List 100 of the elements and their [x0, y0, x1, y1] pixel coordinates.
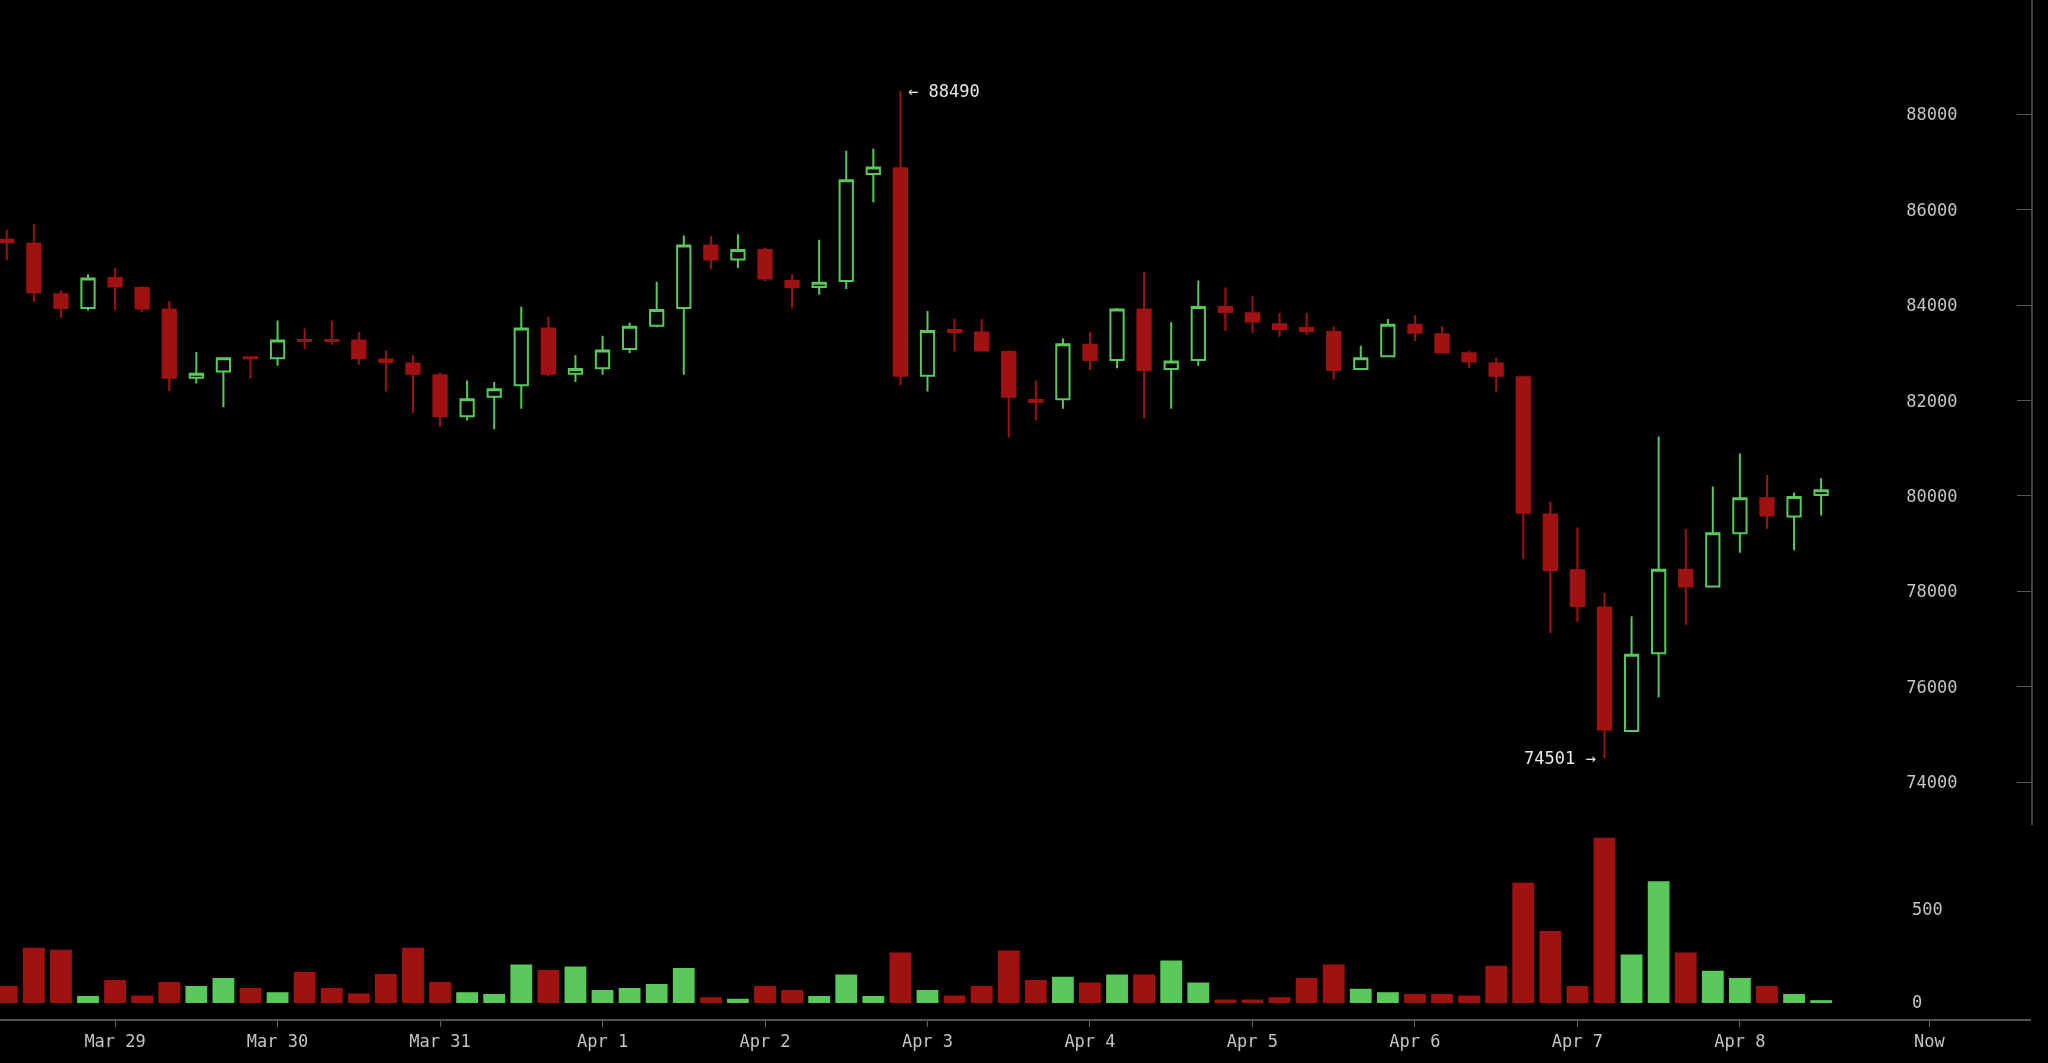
- x-tick-label: Apr 6: [1389, 1031, 1441, 1052]
- bar: [889, 952, 912, 1003]
- candlestick: [784, 273, 800, 310]
- bar: [1214, 999, 1237, 1003]
- candlestick: [567, 354, 584, 383]
- candlestick: [0, 228, 15, 261]
- bar: [1566, 985, 1589, 1003]
- bar: [347, 993, 370, 1003]
- bar: [1756, 985, 1778, 1003]
- candlestick: [1786, 491, 1802, 552]
- candlestick: [1244, 295, 1261, 335]
- candlestick: [26, 222, 42, 303]
- y-tick-label: 74000: [1906, 772, 1958, 793]
- candlestick: [1732, 452, 1748, 554]
- candlestick: [1190, 279, 1206, 367]
- bar: [835, 974, 858, 1003]
- bar: [1539, 930, 1562, 1003]
- bar: [1431, 994, 1453, 1003]
- bar: [456, 992, 479, 1003]
- bar: [77, 996, 99, 1003]
- candlestick: [1109, 307, 1125, 370]
- candlestick: [838, 149, 854, 290]
- candlestick: [1542, 500, 1558, 635]
- bar: [1593, 837, 1616, 1003]
- candlestick: [188, 350, 204, 385]
- bar: [1160, 960, 1183, 1003]
- candlestick: [1623, 615, 1640, 733]
- candlestick: [1163, 321, 1179, 410]
- candlestick: [405, 354, 421, 414]
- candlestick: [892, 90, 909, 387]
- x-tick-label: Apr 8: [1714, 1031, 1766, 1052]
- bar: [50, 949, 72, 1003]
- bar: [320, 988, 343, 1003]
- bar: [22, 947, 45, 1003]
- x-tick-label: Mar 29: [84, 1031, 146, 1052]
- bar: [1620, 954, 1643, 1003]
- bar: [672, 967, 695, 1003]
- bar: [1728, 977, 1751, 1003]
- candlestick: [1326, 325, 1342, 381]
- candlestick: [865, 147, 881, 204]
- candlestick: [1271, 311, 1288, 338]
- bar: [185, 985, 208, 1003]
- bar: [645, 983, 668, 1003]
- bar: [1783, 994, 1805, 1003]
- candlestick: [1705, 485, 1721, 588]
- bar: [104, 980, 126, 1003]
- y-tick-label: 80000: [1906, 485, 1958, 506]
- candlestick: [1813, 477, 1829, 517]
- annotation: 74501 →: [1524, 748, 1596, 768]
- candlestick: [486, 380, 502, 431]
- candlestick: [432, 371, 448, 428]
- x-tick-label: Now: [1914, 1031, 1946, 1052]
- bar: [1404, 994, 1426, 1003]
- bar: [293, 971, 316, 1003]
- bar: [131, 995, 154, 1003]
- bar: [1512, 882, 1535, 1003]
- candlestick: [621, 321, 638, 354]
- bar: [1051, 976, 1074, 1003]
- bar: [564, 966, 587, 1003]
- bar: [618, 988, 641, 1003]
- candlestick: [1759, 473, 1775, 530]
- bar: [1106, 974, 1128, 1003]
- bar: [1322, 964, 1345, 1003]
- y-tick-label: 0: [1912, 992, 1923, 1013]
- candlestick: [1380, 318, 1396, 358]
- bar: [943, 995, 966, 1003]
- bar: [1349, 988, 1372, 1003]
- candlestick: [351, 330, 367, 366]
- candlestick: [676, 234, 692, 376]
- bar: [537, 969, 560, 1003]
- y-tick-label: 78000: [1906, 581, 1958, 602]
- candlestick: [1298, 311, 1315, 336]
- bar: [862, 996, 885, 1003]
- candlestick: [1082, 330, 1098, 372]
- candlestick: [1488, 356, 1504, 393]
- candlestick: [242, 355, 259, 380]
- bar: [1241, 999, 1264, 1003]
- candlestick: [1217, 286, 1233, 332]
- y-tick-label: 84000: [1906, 295, 1958, 316]
- x-tick-label: Apr 3: [901, 1031, 954, 1052]
- bar: [591, 990, 614, 1003]
- bar: [212, 977, 235, 1003]
- bar: [1079, 982, 1101, 1003]
- y-tick-label: 86000: [1906, 199, 1958, 220]
- bar: [1485, 965, 1508, 1003]
- candlestick: [974, 318, 990, 352]
- bar: [510, 964, 533, 1003]
- candlestick: [594, 334, 611, 376]
- candlestick: [1028, 379, 1044, 422]
- candlestick: [1515, 374, 1531, 560]
- x-tick-label: Mar 31: [409, 1031, 471, 1052]
- candlestick: [757, 246, 773, 283]
- candlestick: [1434, 325, 1450, 354]
- candlestick: [1596, 591, 1613, 760]
- candlestick: [540, 315, 556, 378]
- bar: [402, 947, 424, 1003]
- candlestick: [919, 309, 936, 393]
- bar: [808, 996, 831, 1003]
- y-tick-label: 500: [1912, 898, 1943, 919]
- bar: [1376, 992, 1399, 1003]
